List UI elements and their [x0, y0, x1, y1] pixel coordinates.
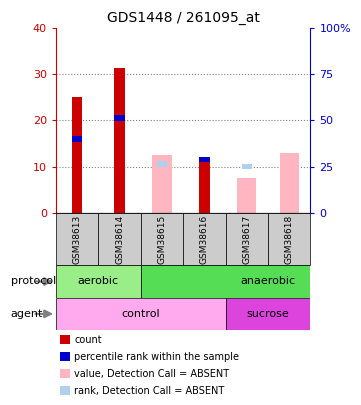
Text: GSM38618: GSM38618	[285, 214, 294, 264]
Title: GDS1448 / 261095_at: GDS1448 / 261095_at	[107, 11, 260, 25]
Bar	[152, 155, 171, 213]
Bar	[98, 213, 141, 265]
Bar	[183, 213, 226, 265]
Text: percentile rank within the sample: percentile rank within the sample	[74, 352, 239, 362]
Bar	[114, 68, 125, 213]
Text: GSM38615: GSM38615	[157, 214, 166, 264]
Bar	[56, 298, 226, 330]
Text: GSM38616: GSM38616	[200, 214, 209, 264]
Bar	[199, 162, 210, 213]
Text: count: count	[74, 335, 102, 345]
Text: protocol: protocol	[11, 277, 56, 286]
Text: rank, Detection Call = ABSENT: rank, Detection Call = ABSENT	[74, 386, 224, 396]
Bar	[226, 298, 310, 330]
Bar	[237, 178, 256, 213]
Bar	[280, 153, 299, 213]
Bar	[72, 98, 82, 213]
Bar	[157, 162, 167, 167]
Bar	[56, 265, 141, 298]
Bar	[199, 157, 210, 162]
Bar	[268, 213, 310, 265]
Text: anaerobic: anaerobic	[240, 277, 296, 286]
Text: GSM38613: GSM38613	[73, 214, 82, 264]
Text: control: control	[122, 309, 160, 319]
Bar	[226, 213, 268, 265]
Bar	[242, 164, 252, 169]
Text: GSM38614: GSM38614	[115, 214, 124, 264]
Text: GSM38617: GSM38617	[242, 214, 251, 264]
Text: agent: agent	[11, 309, 43, 319]
Text: aerobic: aerobic	[78, 277, 119, 286]
Bar	[141, 213, 183, 265]
Text: sucrose: sucrose	[247, 309, 290, 319]
Bar	[114, 115, 125, 121]
Text: value, Detection Call = ABSENT: value, Detection Call = ABSENT	[74, 369, 229, 379]
Bar	[72, 136, 82, 142]
Bar	[56, 213, 98, 265]
Bar	[141, 265, 310, 298]
